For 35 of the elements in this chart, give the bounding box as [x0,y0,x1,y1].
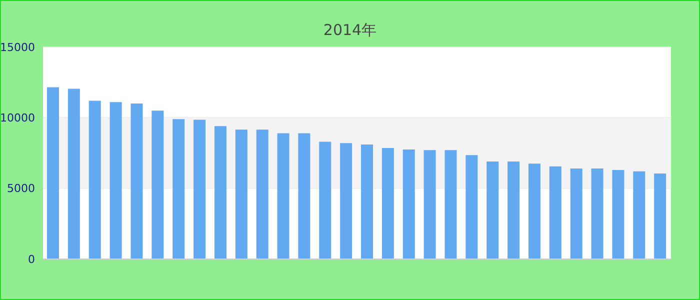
bar [235,130,248,259]
bar [47,87,59,259]
bar [152,110,164,259]
bar [570,168,582,259]
y-tick-label: 15000 [0,40,35,54]
bar [172,119,185,259]
bar [194,120,206,259]
y-tick-label: 0 [28,252,35,266]
bar [319,142,332,259]
bar [466,155,478,259]
bar [612,170,624,259]
bar [340,143,352,259]
bar [424,150,436,259]
bar [591,168,604,259]
bar [256,130,268,259]
y-tick-label: 10000 [0,112,35,125]
bar [402,149,415,259]
bar [298,133,310,259]
chart-subtitle: 2014年 [322,21,378,40]
bar [110,102,122,259]
y-tick-label: 5000 [7,182,35,196]
bar [654,173,666,259]
bar [444,150,457,259]
bar [549,166,562,259]
bar [382,148,394,259]
bar [68,88,80,259]
bar [361,144,373,259]
bar [486,161,499,259]
bar [633,171,646,259]
bar [277,133,290,259]
bar [130,104,143,259]
bar [88,100,101,259]
bar [214,126,226,259]
bar [508,161,520,259]
bar [528,164,540,259]
